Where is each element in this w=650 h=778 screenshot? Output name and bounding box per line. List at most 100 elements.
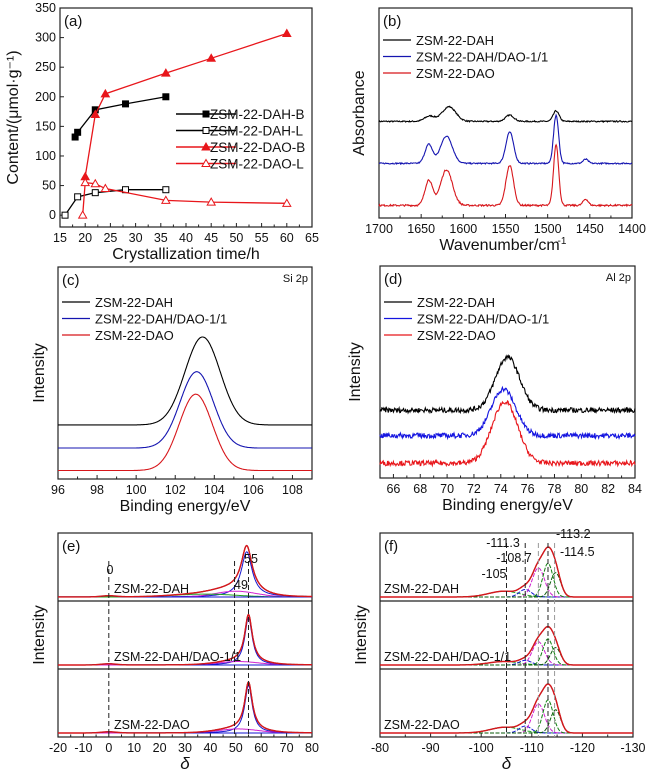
x-tick-label: 60 xyxy=(254,741,268,755)
panel-label: (a) xyxy=(64,13,82,30)
legend-label: ZSM-22-DAH-B xyxy=(210,107,305,122)
x-tick-label: 30 xyxy=(178,741,192,755)
data-point xyxy=(122,100,130,108)
y-tick-label: 0 xyxy=(49,208,56,222)
spectrum-line xyxy=(378,143,633,208)
legend-marker xyxy=(202,127,210,134)
x-tick-label: -110 xyxy=(520,741,544,755)
series-line-zsm-22-dao-l xyxy=(82,181,287,216)
plot-frame xyxy=(57,266,313,480)
x-tick-label: -120 xyxy=(570,741,595,755)
data-point xyxy=(162,186,170,194)
x-axis-title: Crystallization time/h xyxy=(112,246,260,263)
x-tick-label: 1550 xyxy=(492,222,520,236)
marker-label: 0 xyxy=(107,563,114,577)
data-point xyxy=(61,211,69,219)
x-tick-label: 1650 xyxy=(407,222,435,236)
data-point xyxy=(100,88,111,98)
panel-label: (f) xyxy=(384,538,398,555)
y-axis-title: Intensity xyxy=(347,342,364,402)
x-tick-label: 96 xyxy=(51,483,65,497)
panel-a: 15 20 25 30 35 40 45 50 55 60 65 0 50 100 150 200 250 300… xyxy=(5,1,319,263)
legend-label: ZSM-22-DAO-L xyxy=(210,157,304,172)
x-tick-label: 65 xyxy=(305,231,319,245)
x-tick-label: 104 xyxy=(204,483,225,497)
data-point xyxy=(77,210,88,219)
y-tick-label: 300 xyxy=(35,31,56,45)
x-tick-label: 1450 xyxy=(576,222,604,236)
x-tick-label: -80 xyxy=(371,741,389,755)
panel-e: -20 -10 0 10 20 30 40 50 60 70 80 δ Intensity (e) ZSM-… xyxy=(31,532,319,773)
fit-envelope xyxy=(58,613,312,666)
x-tick-label: 40 xyxy=(203,741,217,755)
sample-label: ZSM-22-DAH xyxy=(114,582,189,596)
spectrum-line xyxy=(58,393,312,472)
x-tick-label: 70 xyxy=(440,482,454,496)
panel-b: 1700 1650 1600 1550 1500 1450 1400 Wavenumber/c… xyxy=(351,7,646,254)
x-tick-label: 84 xyxy=(628,482,642,496)
x-tick-label: 78 xyxy=(548,482,562,496)
x-tick-label: 82 xyxy=(601,482,615,496)
legend-marker xyxy=(202,110,210,118)
panel-label: (d) xyxy=(384,271,402,288)
legend-marker xyxy=(201,158,211,167)
sample-label: ZSM-22-DAO xyxy=(384,718,460,732)
x-tick-label: -20 xyxy=(49,741,67,755)
data-point xyxy=(206,53,217,62)
x-axis-title-superscript: -1 xyxy=(558,236,567,247)
legend-label: ZSM-22-DAH-L xyxy=(210,124,304,139)
x-tick-label: 35 xyxy=(154,231,168,245)
x-tick-label: 30 xyxy=(129,231,143,245)
marker-label: 49 xyxy=(234,578,248,592)
marker-label: -114.5 xyxy=(560,545,595,559)
x-tick-label: 74 xyxy=(494,482,508,496)
spectrum-line xyxy=(379,399,636,468)
x-tick-label: 10 xyxy=(127,741,141,755)
sample-label: ZSM-22-DAO xyxy=(114,718,190,732)
x-axis-title: Wavenumber/cm xyxy=(439,237,559,254)
data-point xyxy=(162,93,170,101)
x-tick-label: 40 xyxy=(179,231,193,245)
x-tick-label: 1600 xyxy=(449,222,477,236)
data-point xyxy=(91,189,99,197)
x-tick-label: 80 xyxy=(305,741,319,755)
spectrum-line xyxy=(378,105,633,123)
marker-label: -105 xyxy=(481,567,506,581)
x-tick-label: 55 xyxy=(255,231,269,245)
legend-label: ZSM-22-DAH xyxy=(95,295,173,310)
data-point xyxy=(160,195,171,204)
x-tick-label: 1400 xyxy=(618,222,646,236)
spectrum-line xyxy=(379,354,636,415)
sample-label: ZSM-22-DAH xyxy=(384,582,459,596)
x-tick-label: -100 xyxy=(469,741,494,755)
x-tick-label: 76 xyxy=(521,482,535,496)
x-axis-title: Binding energy/eV xyxy=(442,497,573,514)
data-point xyxy=(90,109,101,119)
fit-envelope xyxy=(58,544,312,598)
sample-label: ZSM-22-DAH/DAO-1/1 xyxy=(384,650,511,664)
legend-label: ZSM-22-DAO-B xyxy=(210,140,305,155)
x-tick-label: 45 xyxy=(204,231,218,245)
x-tick-label: 0 xyxy=(105,741,112,755)
x-tick-label: 60 xyxy=(280,231,294,245)
plot-frame xyxy=(57,532,313,738)
x-tick-label: 1700 xyxy=(365,222,393,236)
y-axis-title: Absorbance xyxy=(351,70,368,155)
y-tick-label: 100 xyxy=(35,149,56,163)
marker-label: 55 xyxy=(244,552,258,566)
y-axis-title: Intensity xyxy=(353,605,370,665)
data-point xyxy=(281,198,292,207)
x-tick-label: 25 xyxy=(103,231,117,245)
legend-label: ZSM-22-DAH/DAO-1/1 xyxy=(417,312,549,327)
plot-frame xyxy=(379,265,636,479)
x-tick-label: -90 xyxy=(422,741,440,755)
spectrum-line xyxy=(58,336,312,426)
marker-label: -113.2 xyxy=(556,527,591,541)
spectrum-line xyxy=(379,385,636,441)
x-axis-title: Binding energy/eV xyxy=(120,498,251,515)
legend-label: ZSM-22-DAH xyxy=(416,33,494,48)
spectrum-line xyxy=(378,113,632,166)
y-axis-title: Intensity xyxy=(31,343,48,403)
data-point xyxy=(74,193,82,201)
x-tick-label: -10 xyxy=(74,741,92,755)
